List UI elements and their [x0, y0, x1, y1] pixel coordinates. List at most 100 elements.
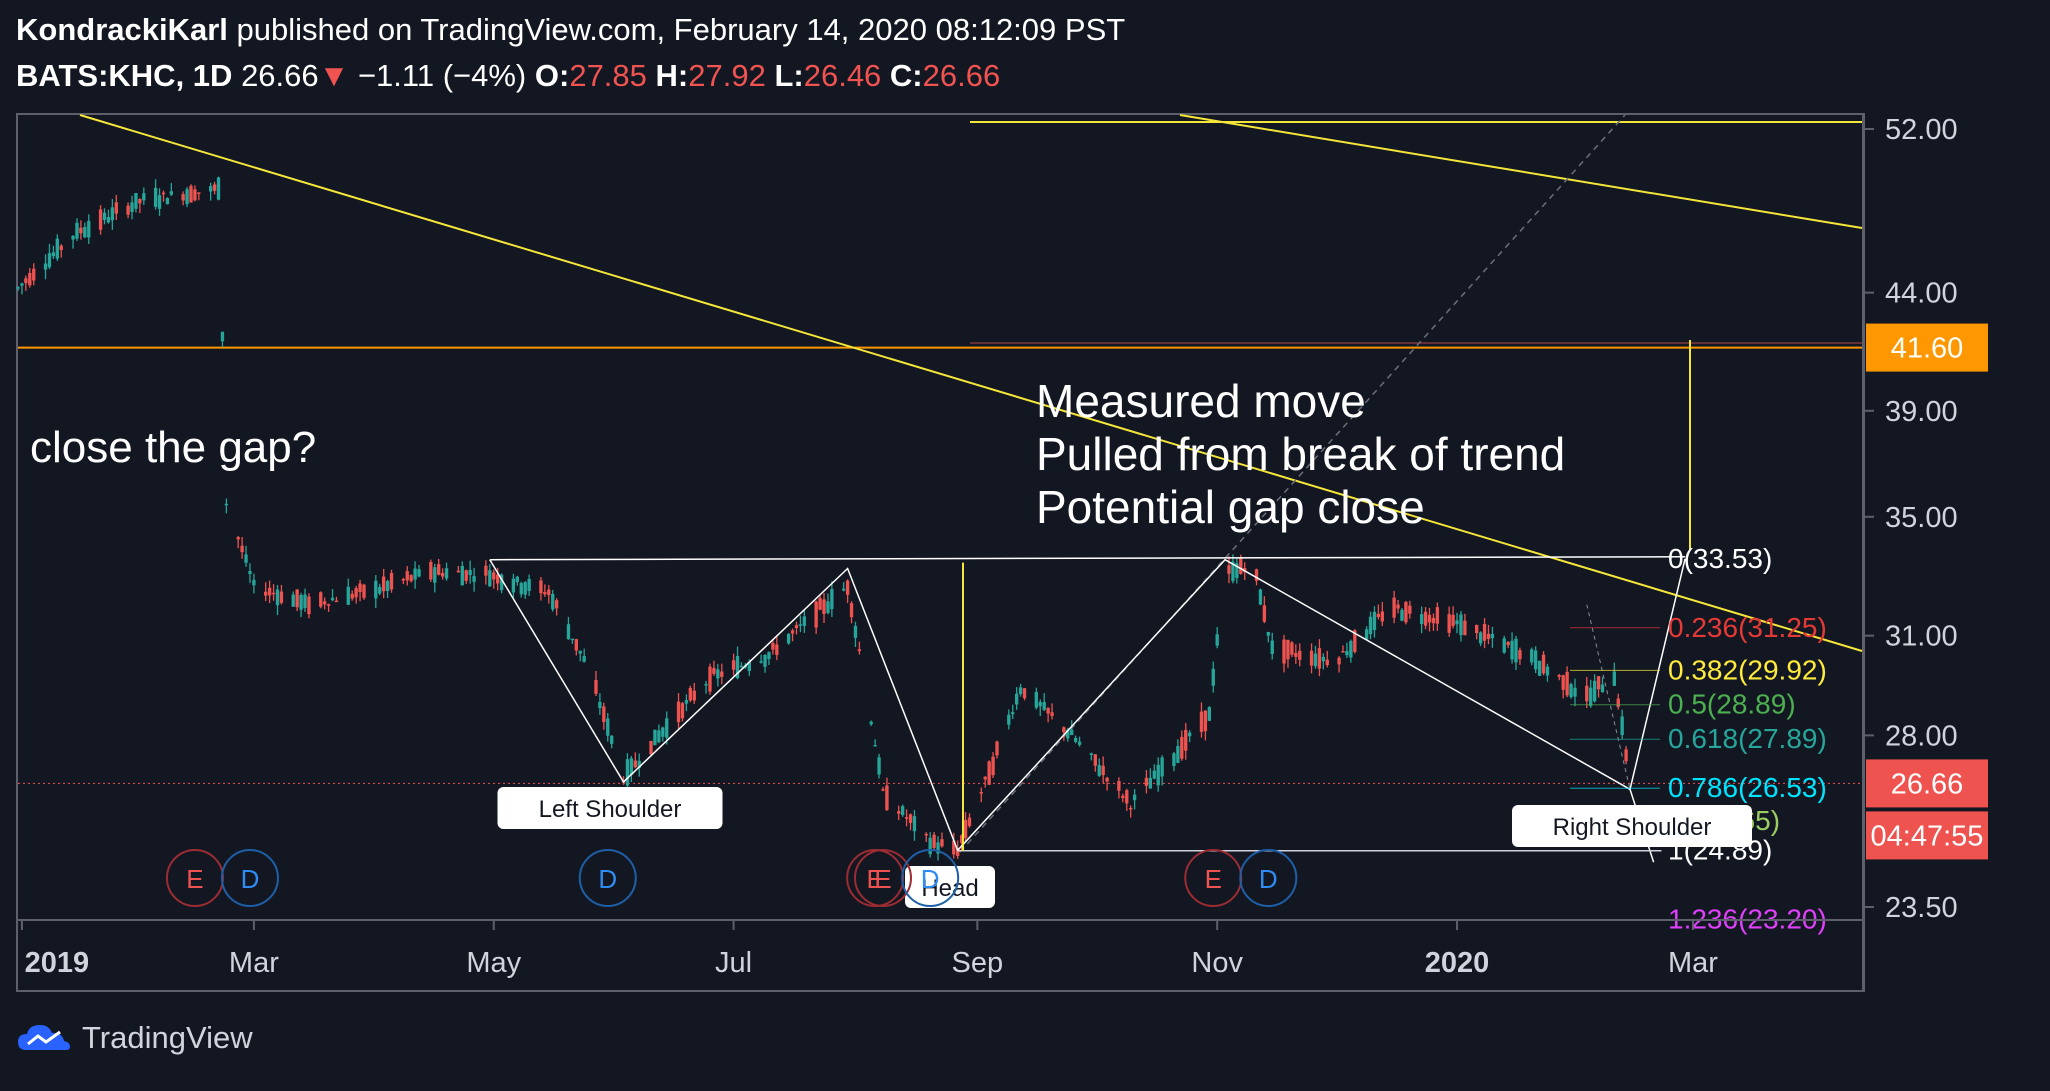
candle-body — [1042, 702, 1046, 710]
candle-body — [1022, 688, 1027, 699]
y-tick-label: 28.00 — [1885, 720, 1958, 752]
candle-body — [1321, 656, 1326, 662]
candle-body — [527, 578, 531, 591]
candle-body — [401, 579, 405, 581]
candle-body — [59, 245, 63, 251]
candle-body — [1475, 624, 1479, 634]
candle-body — [802, 616, 807, 626]
candle-body — [405, 571, 409, 581]
candle-body — [1337, 657, 1341, 665]
candle-body — [437, 564, 441, 575]
dividend-marker — [901, 849, 960, 907]
candle-body — [1545, 666, 1550, 676]
candle-body — [598, 702, 602, 709]
candle-body — [1018, 687, 1023, 695]
candle-body — [169, 191, 174, 195]
candle-body — [1341, 651, 1345, 653]
candle-body — [1585, 685, 1589, 702]
candle-body — [1290, 642, 1294, 655]
candle-body — [350, 593, 354, 599]
candle-body — [519, 583, 523, 595]
y-tick-label: 39.00 — [1885, 396, 1958, 428]
candle-body — [1156, 764, 1160, 786]
candle-body — [1557, 675, 1561, 677]
candle-body — [885, 785, 889, 811]
publish-info: published on TradingView.com, February 1… — [227, 12, 1126, 47]
candle-body — [389, 572, 394, 590]
candle-body — [1211, 668, 1215, 686]
candle-body — [511, 578, 516, 593]
candle-body — [240, 545, 244, 553]
candle-body — [1282, 639, 1286, 664]
candle-body — [153, 187, 158, 207]
candle-body — [1093, 754, 1097, 766]
author-name[interactable]: KondrackiKarl — [16, 12, 228, 47]
candle-body — [51, 252, 56, 257]
candle-body — [928, 837, 932, 855]
candle-body — [881, 789, 885, 791]
candle-body — [346, 586, 350, 605]
candle-body — [1589, 687, 1593, 706]
dividend-marker — [578, 849, 637, 907]
candle-body — [1270, 640, 1274, 654]
candle-body — [995, 741, 999, 756]
candle-body — [330, 597, 335, 601]
candle-body — [849, 603, 854, 618]
y-tick-label: 44.00 — [1885, 278, 1958, 310]
tradingview-brand[interactable]: TradingView — [16, 1020, 253, 1056]
earnings-marker-label: E — [1205, 864, 1222, 894]
candle-body — [1215, 634, 1219, 646]
earnings-marker-label: E — [186, 864, 203, 894]
y-tick-label: 23.50 — [1885, 892, 1958, 924]
candle-body — [55, 238, 59, 259]
candle-body — [869, 721, 873, 725]
candle-body — [252, 579, 256, 586]
candle-body — [326, 604, 331, 606]
candle-body — [110, 207, 115, 221]
candle-body — [877, 757, 881, 775]
candle-body — [912, 816, 917, 832]
left-shoulder-label: Left Shoulder — [539, 796, 682, 823]
candle-body — [381, 576, 386, 592]
candle-body — [409, 575, 413, 582]
dividend-marker-label: D — [241, 864, 260, 894]
cloud-logo-icon — [18, 1025, 70, 1050]
candle-body — [1011, 712, 1015, 715]
candle-body — [354, 588, 358, 598]
candle-body — [983, 776, 987, 780]
candle-body — [1231, 561, 1235, 582]
candle-body — [28, 272, 32, 286]
candle-body — [1050, 712, 1054, 717]
candle-body — [303, 594, 307, 609]
candle-body — [708, 666, 712, 692]
candle-body — [1046, 707, 1050, 714]
candle-body — [845, 580, 850, 595]
candle-body — [594, 679, 598, 694]
candle-body — [826, 601, 830, 613]
candle-body — [830, 589, 834, 610]
candle-body — [1309, 650, 1314, 666]
candle-body — [1561, 675, 1565, 690]
candle-body — [1313, 653, 1318, 667]
descending-trendline — [79, 114, 1863, 652]
candle-body — [499, 574, 504, 590]
candle-body — [716, 669, 720, 679]
candle-body — [775, 644, 779, 655]
candle-body — [212, 184, 217, 191]
candle-body — [444, 568, 449, 579]
candle-body — [790, 630, 795, 634]
candle-body — [814, 601, 818, 628]
dividend-marker-label: D — [1259, 864, 1278, 894]
candle-body — [1396, 604, 1400, 609]
x-tick-label: Jul — [715, 947, 752, 979]
candle-body — [98, 209, 103, 230]
candle-body — [323, 601, 327, 605]
candle-body — [1105, 777, 1109, 782]
x-tick-label: 2020 — [1425, 947, 1490, 979]
level-price-badge: 41.60 — [1891, 333, 1964, 365]
candle-body — [1199, 711, 1204, 732]
candle-body — [433, 567, 437, 583]
candle-body — [1227, 565, 1231, 574]
